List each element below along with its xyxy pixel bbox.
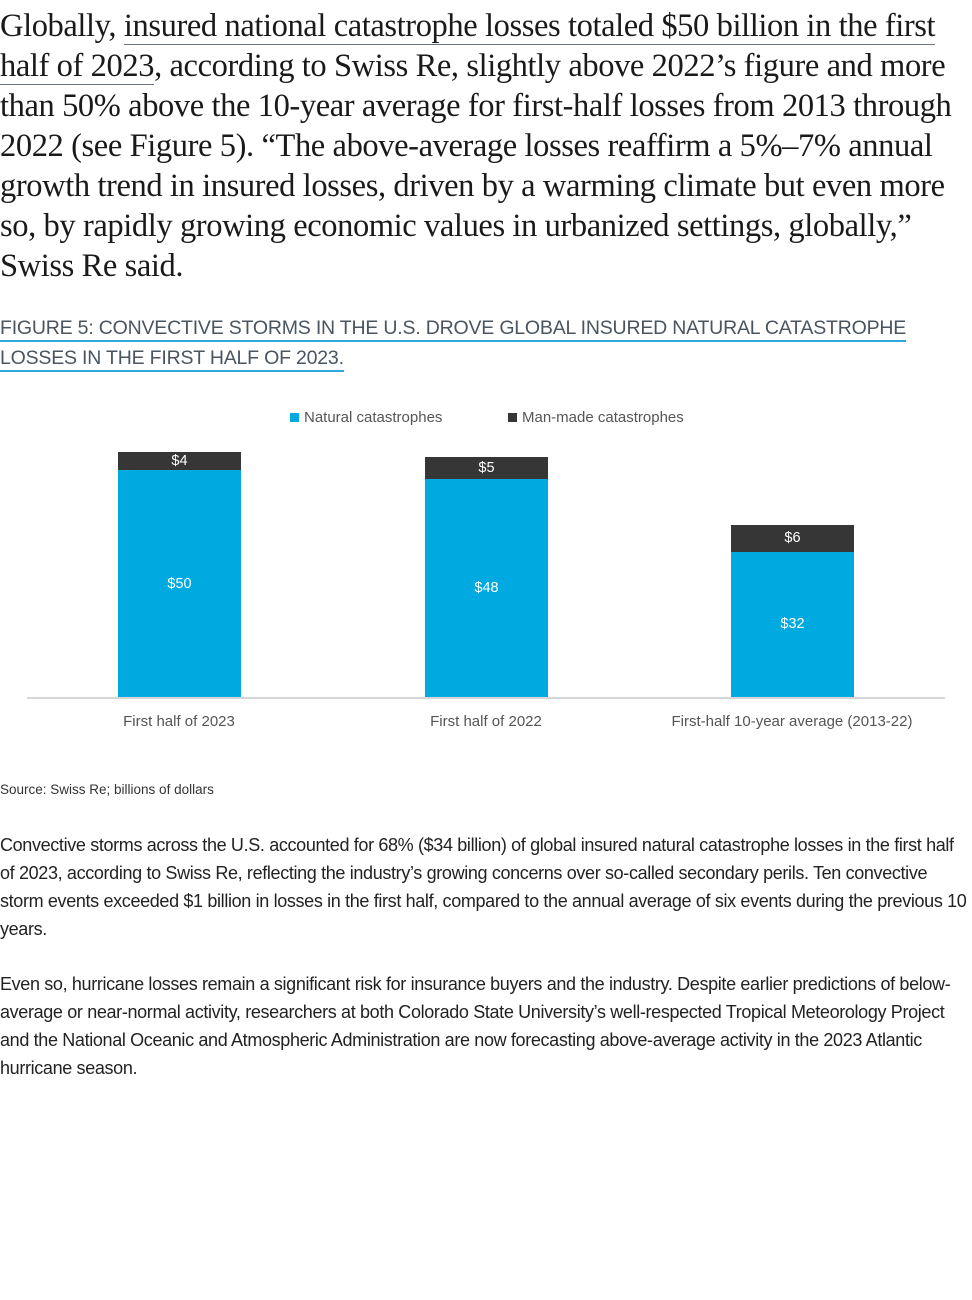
figure-title-text: FIGURE 5: CONVECTIVE STORMS IN THE U.S. … [0, 317, 906, 372]
lead-link[interactable]: insured national catastrophe losses tota… [0, 8, 936, 85]
bar-value-label: $4 [171, 453, 188, 470]
bar-segment-man-made: $5 [425, 456, 548, 480]
x-axis-line [27, 697, 945, 699]
bar-value-label: $48 [474, 580, 499, 597]
bar-segment-man-made: $6 [731, 524, 854, 552]
legend-label-natural: Natural catastrophes [304, 409, 443, 426]
bar-value-label: $6 [784, 530, 801, 547]
bar-segment-natural: $50 [118, 470, 241, 697]
bar-segment-natural: $48 [425, 479, 548, 697]
x-axis-label: First half of 2023 [123, 713, 235, 730]
bar-first-half-2023: $4 $50 [118, 452, 241, 697]
x-axis-label: First-half 10-year average (2013-22) [671, 713, 913, 730]
bar-ten-year-average: $6 $32 [731, 524, 854, 697]
legend-item-man-made: Man-made catastrophes [508, 409, 684, 426]
legend-label-man-made: Man-made catastrophes [522, 409, 684, 426]
bar-segment-natural: $32 [731, 551, 854, 697]
figure-title: FIGURE 5: CONVECTIVE STORMS IN THE U.S. … [0, 313, 972, 373]
bar-value-label: $5 [478, 459, 495, 476]
x-axis-label: First half of 2022 [430, 713, 542, 730]
chart-source: Source: Swiss Re; billions of dollars [0, 782, 214, 797]
bar-segment-man-made: $4 [118, 452, 241, 471]
bar-value-label: $50 [167, 575, 192, 592]
body-paragraph: Even so, hurricane losses remain a signi… [0, 974, 951, 1078]
lead-text-rest: , according to Swiss Re, slightly above … [0, 48, 952, 284]
bar-first-half-2022: $5 $48 [425, 456, 548, 697]
stacked-bar-chart: Natural catastrophes Man-made catastroph… [0, 395, 972, 745]
lead-text-start: Globally, [0, 8, 124, 44]
chart-legend: Natural catastrophes Man-made catastroph… [0, 409, 972, 429]
body-paragraph: Convective storms across the U.S. accoun… [0, 835, 967, 939]
bar-value-label: $32 [780, 616, 805, 633]
legend-swatch-natural [290, 413, 299, 422]
legend-item-natural: Natural catastrophes [290, 409, 442, 426]
legend-swatch-man-made [508, 413, 517, 422]
lead-paragraph: Globally, insured national catastrophe l… [0, 6, 972, 286]
